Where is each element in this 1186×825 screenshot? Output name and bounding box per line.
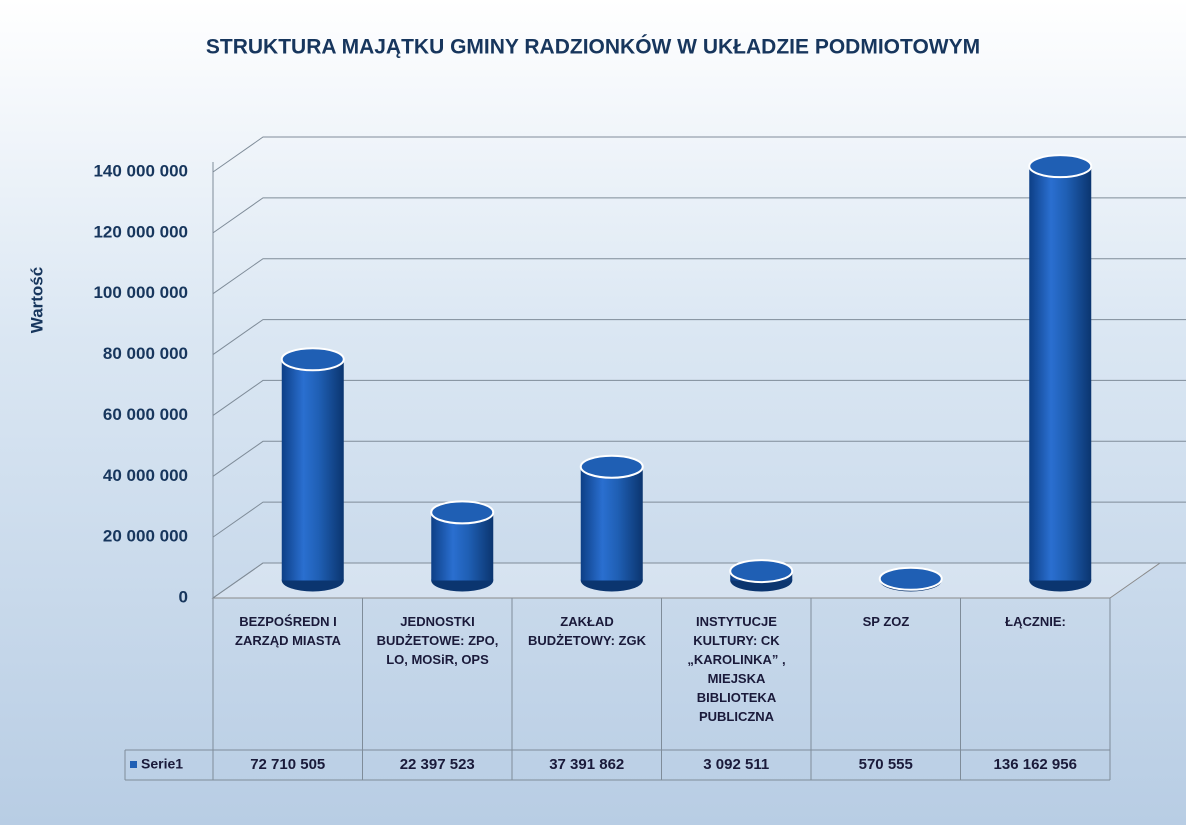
y-axis-title: Wartość: [27, 267, 46, 333]
bar-part: [579, 454, 644, 479]
data-table-value: 72 710 505: [250, 756, 325, 773]
y-tick-label: 120 000 000: [93, 222, 188, 241]
bar-part: [580, 466, 643, 581]
y-tick-label: 40 000 000: [103, 466, 188, 485]
grid-line: [212, 440, 1186, 477]
back-wall: [263, 137, 1160, 563]
data-table-value: 136 162 956: [994, 756, 1077, 773]
y-tick-label: 80 000 000: [103, 344, 188, 363]
grid-line: [212, 379, 1186, 416]
category-label: ŁĄCZNIE:: [1005, 614, 1066, 629]
bar: [878, 566, 943, 592]
y-tick-label: 20 000 000: [103, 527, 188, 546]
bar-part: [430, 500, 495, 525]
bar: [430, 500, 495, 592]
grid-line: [212, 562, 1186, 599]
category-label: ZAKŁAD BUDŻETOWY: ZGK: [528, 614, 646, 648]
grid-line: [212, 319, 1186, 355]
category-label: SP ZOZ: [862, 614, 910, 629]
bar-part: [1028, 154, 1093, 179]
y-tick-label: 60 000 000: [103, 405, 188, 424]
bar-part: [281, 359, 344, 581]
data-table-value: 3 092 511: [703, 756, 769, 773]
category-label: BEZPOŚREDN I ZARZĄD MIASTA: [235, 614, 341, 648]
bar: [729, 559, 794, 592]
bar-part: [729, 559, 794, 584]
grid-line: [212, 197, 1186, 234]
data-table-value: 570 555: [859, 756, 913, 773]
floor: [211, 562, 1162, 599]
data-table-value: 37 391 862: [549, 756, 624, 773]
y-tick-label: 100 000 000: [93, 283, 188, 302]
bar-part: [878, 566, 943, 591]
bar-part: [280, 347, 345, 372]
bar: [579, 454, 644, 592]
y-tick-label: 0: [179, 587, 188, 606]
category-label: INSTYTUCJE KULTURY: CK „KAROLINKA” , MIE…: [687, 614, 786, 724]
legend-label: Serie1: [141, 756, 183, 772]
y-tick-label: 140 000 000: [93, 161, 188, 180]
chart-title: STRUKTURA MAJĄTKU GMINY RADZIONKÓW W UKŁ…: [206, 35, 980, 59]
grid-line: [212, 258, 1186, 295]
category-label: JEDNOSTKI BUDŻETOWE: ZPO, LO, MOSiR, OPS: [376, 614, 499, 667]
legend-swatch: [130, 761, 137, 768]
grid-line: [212, 136, 1186, 173]
bar: [280, 347, 345, 592]
data-table-value: 22 397 523: [400, 756, 475, 773]
bar-part: [1029, 166, 1092, 581]
grid-line: [212, 501, 1186, 538]
bar: [1028, 154, 1093, 592]
